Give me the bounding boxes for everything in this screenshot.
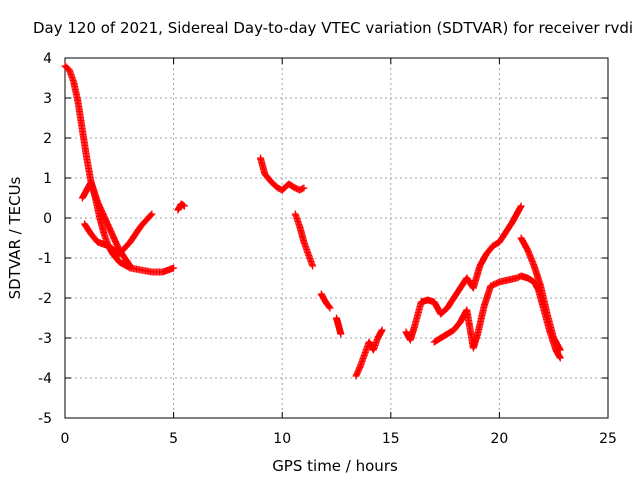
- data-point-markers: [256, 154, 308, 194]
- series-arc-10: [402, 202, 525, 344]
- y-tick-label: -4: [38, 371, 52, 387]
- x-tick-labels: 0 5 10 15 20 25: [61, 431, 617, 447]
- data-point-markers: [333, 314, 345, 338]
- grid: [65, 58, 608, 418]
- data-points: [61, 62, 564, 380]
- data-point-markers: [78, 178, 134, 270]
- y-tick-label: -1: [38, 251, 52, 267]
- y-tick-label: -3: [38, 331, 52, 347]
- series-arc-8: [333, 314, 345, 338]
- y-tick-label: -5: [38, 411, 52, 427]
- y-tick-label: 3: [43, 91, 52, 107]
- series-arc-5: [256, 154, 308, 194]
- series-arc-2: [78, 178, 134, 270]
- series-arc-4: [174, 200, 188, 214]
- axis-ticks: [64, 57, 609, 419]
- data-point-markers: [291, 210, 317, 270]
- plot-frame: [64, 57, 609, 419]
- x-tick-label: 0: [61, 431, 70, 447]
- x-tick-label: 10: [273, 431, 291, 447]
- y-tick-label: 4: [43, 51, 52, 67]
- x-tick-label: 5: [169, 431, 178, 447]
- x-tick-label: 25: [599, 431, 617, 447]
- data-point-markers: [517, 234, 564, 354]
- x-tick-label: 15: [382, 431, 400, 447]
- data-point-markers: [352, 326, 386, 380]
- data-point-markers: [402, 202, 525, 344]
- y-tick-label: 1: [43, 171, 52, 187]
- data-point-markers: [174, 200, 188, 214]
- data-point-markers: [81, 210, 156, 258]
- series-arc-12: [517, 234, 564, 354]
- y-tick-label: -2: [38, 291, 52, 307]
- chart-title: Day 120 of 2021, Sidereal Day-to-day VTE…: [33, 19, 633, 37]
- x-tick-label: 20: [490, 431, 508, 447]
- y-tick-labels: -5 -4 -3 -2 -1 0 1 2 3 4: [38, 51, 52, 427]
- x-axis-label: GPS time / hours: [272, 457, 398, 475]
- y-tick-label: 2: [43, 131, 52, 147]
- series-arc-9: [352, 326, 386, 380]
- y-axis-label: SDTVAR / TECUs: [6, 176, 24, 299]
- y-tick-label: 0: [43, 211, 52, 227]
- series-arc-3: [81, 210, 156, 258]
- series-arc-6: [291, 210, 317, 270]
- data-point-markers: [317, 290, 334, 312]
- series-arc-7: [317, 290, 334, 312]
